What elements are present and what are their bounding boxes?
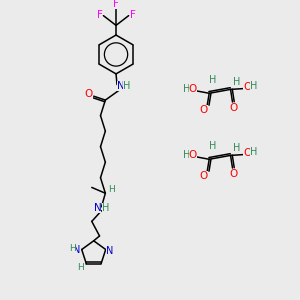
Text: H: H xyxy=(183,150,190,161)
Text: H: H xyxy=(123,82,130,92)
Text: N: N xyxy=(73,244,80,254)
Text: O: O xyxy=(229,169,238,179)
Text: O: O xyxy=(199,171,208,181)
Text: F: F xyxy=(97,10,103,20)
Text: F: F xyxy=(113,0,119,9)
Text: H: H xyxy=(209,141,217,151)
Text: O: O xyxy=(199,105,208,115)
Text: O: O xyxy=(85,89,93,99)
Text: H: H xyxy=(102,203,109,213)
Text: H: H xyxy=(250,80,257,91)
Text: F: F xyxy=(130,10,136,20)
Text: H: H xyxy=(183,84,190,94)
Text: O: O xyxy=(229,103,238,113)
Text: O: O xyxy=(243,82,251,92)
Text: H: H xyxy=(108,185,115,194)
Text: H: H xyxy=(77,263,84,272)
Text: H: H xyxy=(233,142,240,153)
Text: H: H xyxy=(69,244,75,253)
Text: O: O xyxy=(243,148,251,158)
Text: N: N xyxy=(106,247,113,256)
Text: N: N xyxy=(94,203,101,213)
Text: H: H xyxy=(233,76,240,87)
Text: O: O xyxy=(189,150,197,161)
Text: H: H xyxy=(209,75,217,85)
Text: N: N xyxy=(117,82,125,92)
Text: O: O xyxy=(189,84,197,94)
Text: H: H xyxy=(250,146,257,157)
